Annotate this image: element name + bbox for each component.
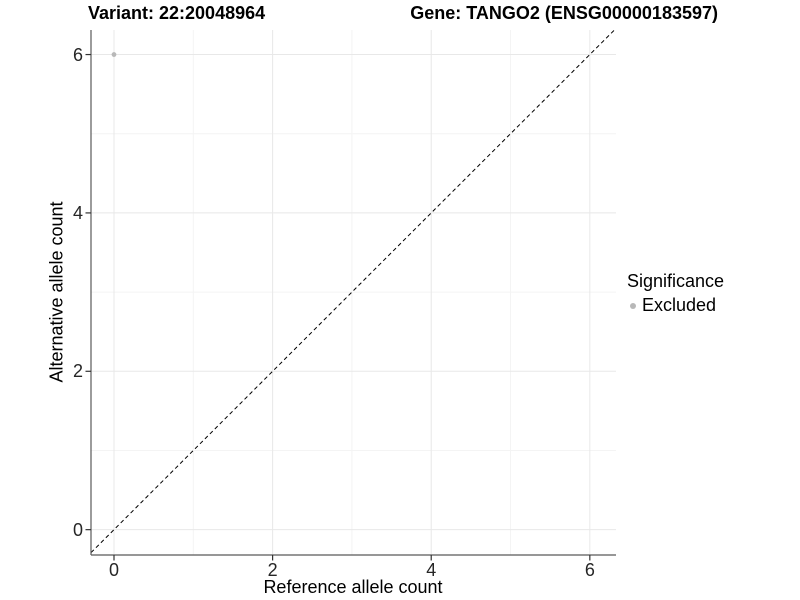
y-tick-label: 6 — [72, 44, 83, 65]
x-axis-title: Reference allele count — [263, 577, 443, 597]
legend-point-icon — [630, 302, 636, 309]
identity-dashed-line — [90, 30, 615, 553]
y-tick-label: 0 — [72, 519, 83, 540]
plot-panel — [85, 30, 616, 561]
plot-title-gene: Gene: TANGO2 (ENSG00000183597) — [410, 3, 718, 23]
y-axis-title: Alternative allele count — [46, 201, 67, 383]
legend-item-label: Excluded — [642, 295, 717, 315]
x-tick-label: 4 — [426, 560, 437, 580]
legend-items: Excluded — [627, 295, 724, 316]
legend: Significance Excluded — [627, 271, 724, 316]
legend-title: Significance — [627, 271, 725, 291]
y-tick-label: 4 — [72, 202, 83, 223]
x-tick-label: 2 — [267, 560, 278, 580]
x-tick-label: 6 — [584, 560, 595, 580]
plot-title-variant: Variant: 22:20048964 — [88, 3, 266, 23]
y-tick-label: 2 — [72, 361, 83, 382]
legend-item: Excluded — [627, 295, 724, 316]
x-tick-label: 0 — [108, 560, 119, 580]
data-point — [111, 52, 117, 57]
